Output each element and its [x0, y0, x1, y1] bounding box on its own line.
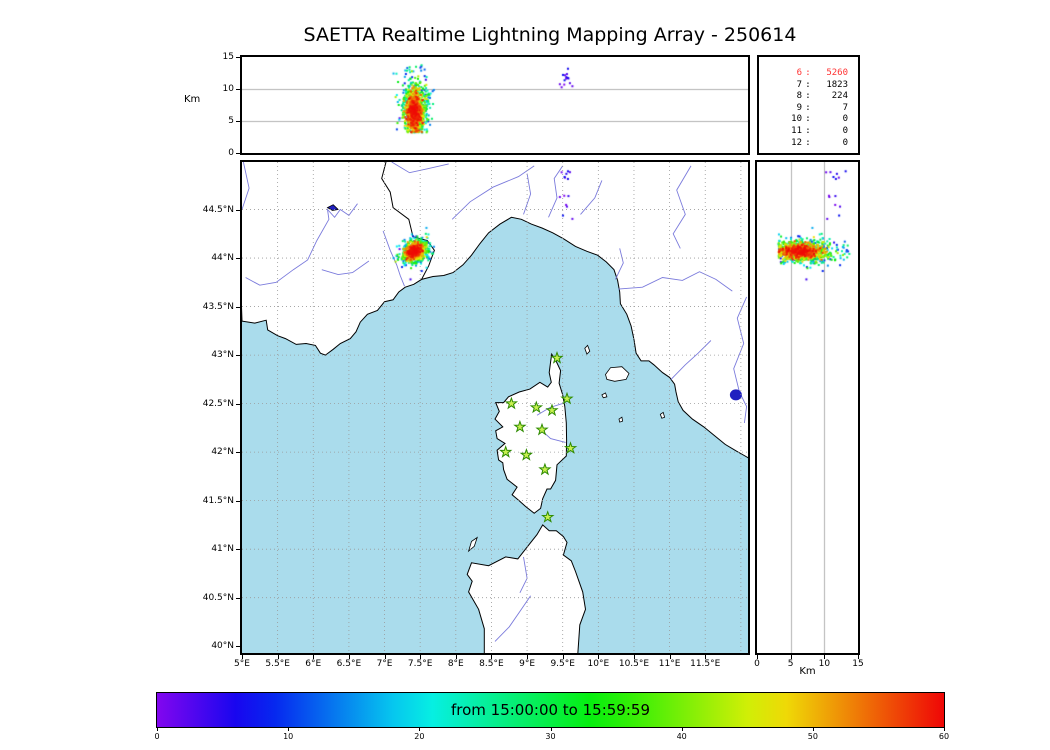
station-count-stats-panel: 6:5260 7:1823 8:224 9:7 10:0 11:0 12:0 — [757, 55, 860, 155]
colorbar-tick-label: 50 — [807, 732, 818, 741]
colorbar-tick-label: 20 — [414, 732, 425, 741]
lon-tick-label: 10°E — [587, 659, 610, 669]
lon-tick-label: 5.5°E — [265, 659, 290, 669]
lon-tick-mark — [384, 655, 386, 659]
lon-tick-mark — [455, 655, 457, 659]
right-alt-tick-label: 5 — [787, 659, 794, 669]
lon-tick-mark — [420, 655, 422, 659]
colorbar-tick-mark — [812, 728, 814, 731]
lat-tick-mark — [236, 549, 240, 551]
lon-tick-label: 8.5°E — [479, 659, 504, 669]
altitude-latitude-scatter-canvas — [757, 162, 858, 653]
right-alt-tick-label: 15 — [852, 659, 864, 669]
lat-tick-label: 44.5°N — [202, 204, 234, 215]
colorbar-gradient — [157, 693, 944, 727]
colorbar-tick-label: 30 — [545, 732, 556, 741]
colorbar-tick-label: 0 — [154, 732, 160, 741]
lat-tick-label: 42°N — [211, 447, 234, 458]
map-scatter-canvas — [242, 162, 748, 653]
lon-tick-mark — [313, 655, 315, 659]
colorbar-tick-mark — [681, 728, 683, 731]
alt-axis-tick-label: 0 — [228, 148, 234, 158]
lon-tick-label: 7°E — [376, 659, 393, 669]
lat-tick-mark — [236, 209, 240, 211]
lat-tick-label: 43.5°N — [202, 301, 234, 312]
lon-tick-mark — [598, 655, 600, 659]
altitude-latitude-panel — [755, 160, 860, 655]
right-alt-tick-mark — [790, 655, 792, 659]
station-count-row: 12:0 — [791, 137, 848, 148]
lon-tick-mark — [669, 655, 671, 659]
lon-tick-label: 8°E — [447, 659, 464, 669]
lon-tick-label: 6°E — [305, 659, 322, 669]
lon-tick-mark — [705, 655, 707, 659]
altitude-axis-label: Km — [184, 94, 201, 105]
alt-axis-tick-label: 5 — [228, 116, 234, 126]
altitude-longitude-scatter-canvas — [242, 57, 748, 153]
station-count-row: 11:0 — [791, 125, 848, 136]
lat-tick-label: 44°N — [211, 253, 234, 264]
plan-view-map-panel — [240, 160, 750, 655]
time-colorbar: from 15:00:00 to 15:59:59 — [156, 692, 945, 728]
colorbar-tick-mark — [550, 728, 552, 731]
alt-axis-tick-mark — [236, 57, 240, 58]
right-alt-tick-mark — [757, 655, 758, 659]
lat-tick-mark — [236, 403, 240, 405]
alt-axis-tick-label: 10 — [222, 84, 234, 94]
station-count-row: 9:7 — [796, 102, 848, 113]
right-alt-tick-label: 10 — [818, 659, 831, 669]
colorbar-tick-label: 10 — [283, 732, 294, 741]
colorbar-tick-mark — [157, 728, 158, 731]
page-title: SAETTA Realtime Lightning Mapping Array … — [303, 24, 797, 46]
alt-axis-tick-label: 15 — [222, 52, 234, 62]
lon-tick-label: 7.5°E — [407, 659, 433, 669]
lat-tick-label: 42.5°N — [202, 398, 234, 409]
station-count-row: 8:224 — [796, 91, 848, 102]
lat-tick-label: 40°N — [211, 641, 234, 652]
lon-tick-mark — [348, 655, 350, 659]
right-alt-tick-mark — [824, 655, 826, 659]
station-count-row: 7:1823 — [796, 79, 848, 90]
lat-tick-mark — [236, 646, 240, 648]
station-count-row: 10:0 — [791, 114, 848, 125]
right-altitude-axis-label: Km — [799, 666, 816, 677]
lon-tick-mark — [242, 655, 243, 659]
alt-axis-tick-mark — [236, 89, 240, 90]
lon-tick-label: 5°E — [234, 659, 250, 669]
lat-tick-label: 41°N — [211, 544, 234, 555]
lon-tick-label: 9°E — [519, 659, 536, 669]
lon-tick-mark — [527, 655, 529, 659]
lat-tick-mark — [236, 306, 240, 308]
colorbar-tick-label: 60 — [938, 732, 950, 741]
colorbar-label: from 15:00:00 to 15:59:59 — [450, 701, 650, 719]
lon-tick-mark — [633, 655, 635, 659]
altitude-longitude-panel — [240, 55, 750, 155]
lon-tick-mark — [277, 655, 279, 659]
lat-tick-mark — [236, 500, 240, 502]
colorbar-tick-mark — [419, 728, 421, 731]
lat-tick-label: 41.5°N — [202, 495, 234, 506]
alt-axis-tick-mark — [236, 121, 240, 122]
right-alt-tick-mark — [858, 655, 859, 659]
right-alt-tick-label: 0 — [754, 659, 760, 669]
lon-tick-label: 10.5°E — [618, 659, 650, 669]
lon-tick-mark — [491, 655, 493, 659]
lat-tick-label: 40.5°N — [202, 592, 234, 603]
lon-tick-label: 11°E — [658, 659, 681, 669]
lat-tick-mark — [236, 452, 240, 454]
lon-tick-label: 9.5°E — [550, 659, 575, 669]
lat-tick-label: 43°N — [211, 350, 234, 361]
lat-tick-mark — [236, 597, 240, 599]
lon-tick-label: 6.5°E — [336, 659, 362, 669]
colorbar-tick-mark — [944, 728, 945, 731]
lat-tick-mark — [236, 258, 240, 260]
alt-axis-tick-mark — [236, 153, 240, 154]
colorbar-tick-label: 40 — [676, 732, 687, 741]
lat-tick-mark — [236, 355, 240, 357]
lon-tick-label: 11.5°E — [690, 659, 721, 669]
colorbar-tick-mark — [288, 728, 290, 731]
station-count-row: 6:5260 — [796, 68, 848, 78]
lon-tick-mark — [562, 655, 564, 659]
